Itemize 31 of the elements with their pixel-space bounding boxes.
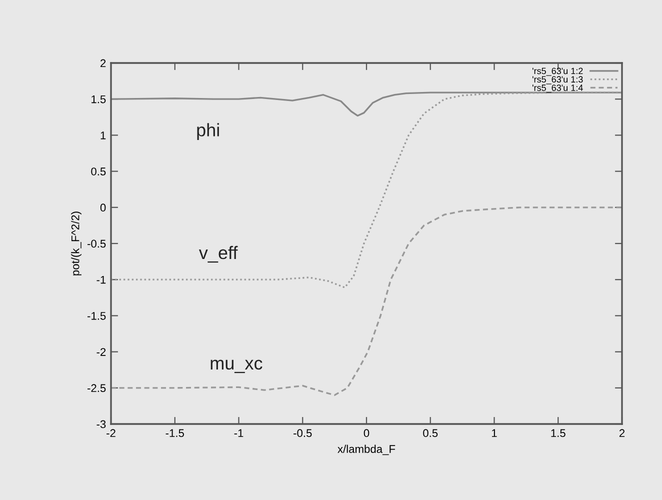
x-tick-label: -1: [234, 429, 244, 437]
y-tick-label: 2: [100, 59, 106, 68]
x-tick-label: 0.5: [423, 429, 438, 438]
x-axis-title: x/lambda_F: [338, 444, 396, 456]
line-series: [111, 92, 622, 288]
x-tick-label: -2: [106, 429, 116, 437]
y-tick-label: 0: [100, 204, 106, 212]
y-tick-label: -2: [96, 348, 106, 356]
line-series: [111, 206, 622, 396]
legend-label: 'rs5_63'u 1:4: [532, 84, 583, 93]
annotation: phi: [197, 123, 219, 140]
annotation: mu_xc: [210, 360, 262, 374]
legend-label: 'rs5_63'u 1:2: [532, 68, 583, 76]
y-axis-title: pot/(k_F^2/2): [71, 212, 82, 276]
x-tick-label: 1: [492, 429, 497, 437]
x-tick-label: 0: [364, 429, 370, 438]
y-tick-label: -1.5: [87, 312, 106, 320]
x-tick-label: 2: [619, 429, 625, 437]
y-tick-label: -1: [96, 276, 106, 284]
y-tick-label: 0.5: [91, 168, 106, 176]
y-tick-label: -0.5: [87, 240, 106, 248]
x-tick-label: -0.5: [294, 429, 312, 438]
y-tick-label: -2.5: [87, 384, 106, 392]
annotation: v_eff: [198, 246, 238, 263]
x-tick-label: -1.5: [166, 429, 184, 438]
line-series: [111, 92, 622, 117]
legend-label: 'rs5_63'u 1:3: [532, 76, 583, 84]
y-tick-label: -3: [96, 420, 106, 428]
x-tick-label: 1.5: [551, 429, 566, 438]
y-tick-label: 1.5: [92, 95, 106, 104]
y-tick-label: 1: [100, 132, 106, 140]
